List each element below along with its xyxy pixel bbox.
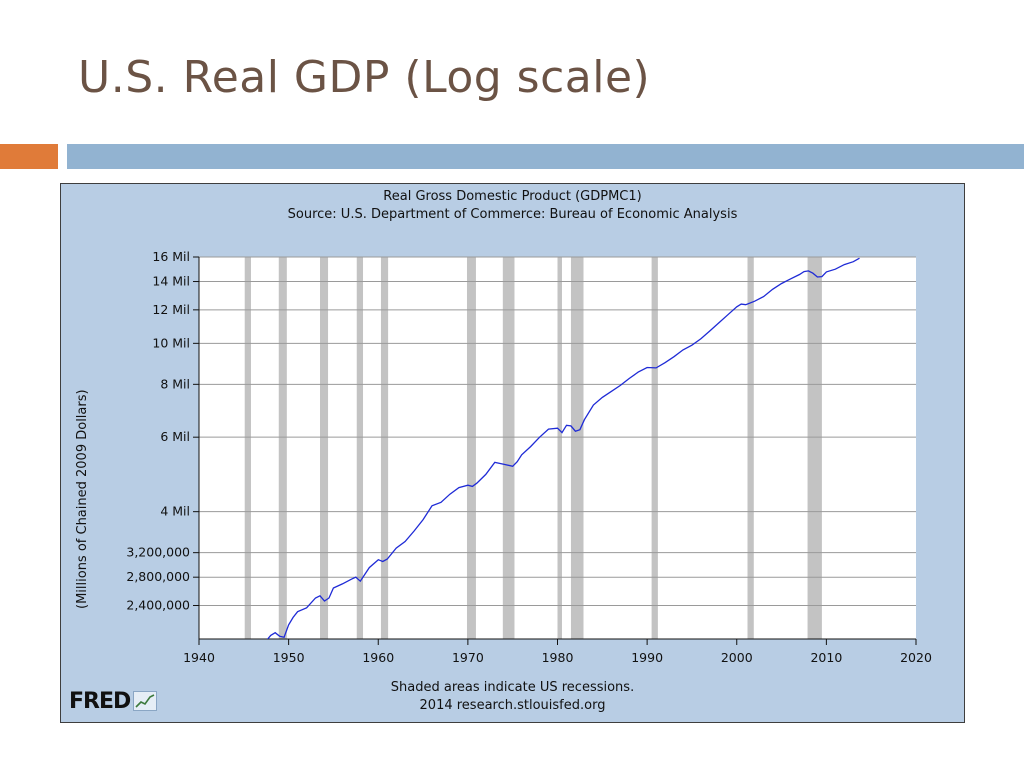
gdp-series-line — [266, 257, 860, 639]
recession-band — [747, 257, 754, 639]
y-tick-label: 16 Mil — [152, 249, 190, 264]
x-tick-label: 1990 — [631, 650, 663, 665]
x-tick-label: 2000 — [721, 650, 753, 665]
chart-footer-source: 2014 research.stlouisfed.org — [419, 698, 606, 713]
chart-subtitle: Source: U.S. Department of Commerce: Bur… — [287, 207, 738, 222]
recession-band — [319, 257, 329, 639]
chart-title: Real Gross Domestic Product (GDPMC1) — [383, 189, 642, 204]
recession-band — [807, 257, 822, 639]
slide-title: U.S. Real GDP (Log scale) — [78, 52, 651, 103]
chart-svg: 16 Mil 14 Mil 12 Mil 10 Mil 8 Mil 6 Mil 4 Mil 3… — [126, 249, 932, 665]
x-tick-label: 1980 — [542, 650, 574, 665]
chart-footer-note: Shaded areas indicate US recessions. — [390, 680, 635, 695]
recession-band — [356, 257, 364, 639]
x-tick-label: 1940 — [183, 650, 215, 665]
y-tick-label: 4 Mil — [160, 504, 190, 519]
y-tick-label: 2,400,000 — [126, 598, 190, 613]
y-tick-label: 3,200,000 — [126, 545, 190, 560]
y-tick-label: 6 Mil — [160, 429, 190, 444]
recession-band — [244, 257, 251, 639]
fred-chart-icon — [133, 691, 158, 711]
recession-band — [651, 257, 658, 639]
recession-band — [557, 257, 562, 639]
y-tick-label: 12 Mil — [152, 302, 190, 317]
recession-band — [502, 257, 515, 639]
x-tick-label: 1960 — [362, 650, 394, 665]
chart-panel: Real Gross Domestic Product (GDPMC1) Sou… — [60, 183, 965, 723]
y-tick-label: 2,800,000 — [126, 569, 190, 584]
fred-logo-text: FRED — [69, 688, 131, 714]
accent-bar-blue — [67, 144, 1024, 169]
x-tick-label: 1970 — [452, 650, 484, 665]
recession-band — [466, 257, 476, 639]
x-tick-label: 2010 — [810, 650, 842, 665]
y-tick-label: 14 Mil — [152, 274, 190, 289]
y-tick-label: 8 Mil — [160, 376, 190, 391]
recession-band — [570, 257, 584, 639]
accent-bar-orange — [0, 144, 58, 169]
fred-logo: FRED — [69, 688, 158, 714]
y-tick-label: 10 Mil — [152, 335, 190, 350]
x-tick-label: 1950 — [273, 650, 305, 665]
recession-band — [380, 257, 389, 639]
recession-band — [278, 257, 287, 639]
x-tick-label: 2020 — [900, 650, 932, 665]
